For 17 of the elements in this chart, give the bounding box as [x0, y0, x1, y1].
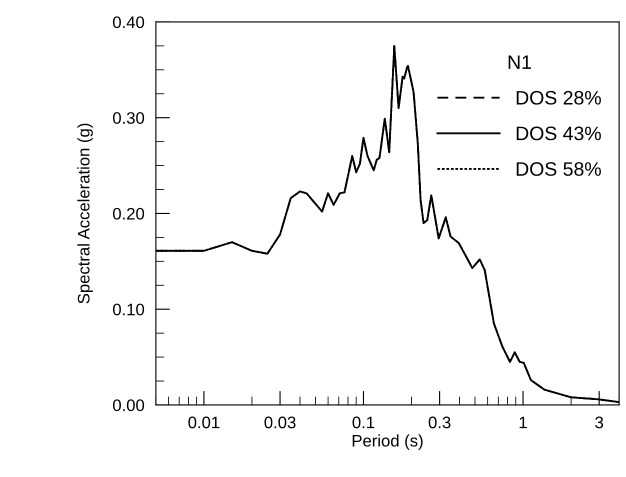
- x-tick-label: 0.03: [264, 416, 296, 428]
- y-tick-label: 0.20: [112, 208, 144, 220]
- x-tick-label: 3: [595, 416, 604, 428]
- x-tick-label: 0.01: [188, 416, 220, 428]
- y-tick-label: 0.10: [112, 304, 144, 316]
- y-axis-title: Spectral Acceleration (g): [77, 124, 93, 304]
- legend-title: N1: [508, 55, 531, 69]
- legend-label: DOS 28%: [516, 90, 601, 105]
- x-axis-title: Period (s): [352, 434, 423, 450]
- x-tick-label: 0.3: [428, 416, 450, 428]
- y-tick-label: 0.30: [112, 112, 144, 124]
- x-tick-label: 0.1: [352, 416, 374, 428]
- legend-label: DOS 58%: [516, 162, 601, 176]
- y-tick-label: 0.40: [112, 16, 144, 28]
- y-tick-label: 0.00: [112, 399, 144, 412]
- legend-label: DOS 43%: [516, 126, 601, 140]
- x-tick-label: 1: [520, 416, 527, 428]
